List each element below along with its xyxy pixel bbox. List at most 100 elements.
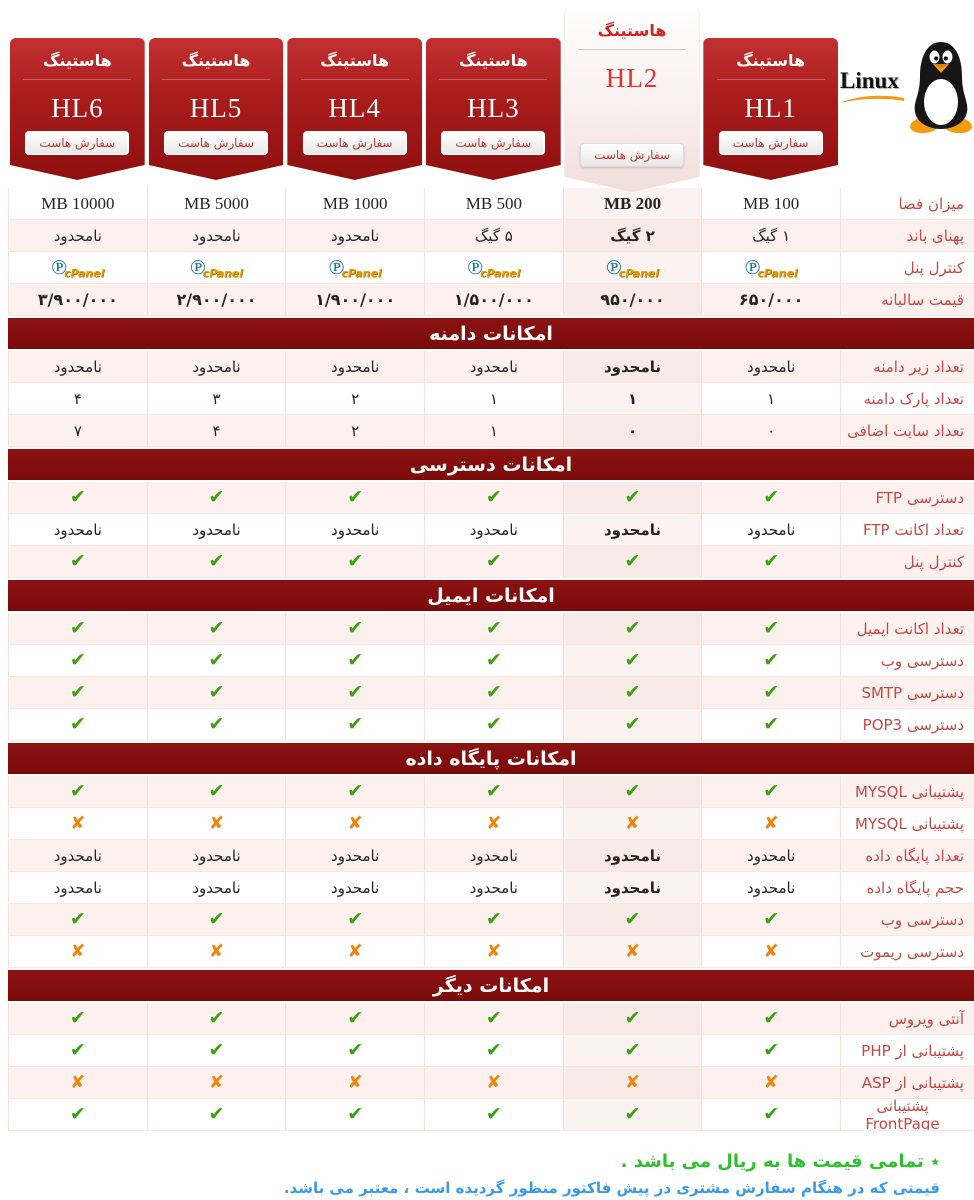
cell-text: ۳/۹۰۰/۰۰۰ [37, 290, 118, 309]
cell-text: ۲/۹۰۰/۰۰۰ [176, 290, 257, 309]
value-cell: ✔ [8, 776, 147, 807]
price-currency-note: ٭ تمامی قیمت ها به ریال می باشد . [620, 1151, 940, 1172]
cell-text: ۰ [767, 421, 776, 440]
order-host-button-hl1[interactable]: سفارش هاست [719, 131, 823, 155]
value-cell: ۹۵۰/۰۰۰ [562, 284, 702, 315]
cell-text: MB 200 [603, 193, 662, 213]
check-icon: ✔ [208, 713, 225, 735]
plan-column-hl6: هاستینگ HL6 سفارش هاست [8, 0, 147, 188]
value-cell: ✘ [8, 1067, 147, 1098]
value-cell: ۰ [701, 415, 840, 446]
check-icon: ✔ [69, 486, 86, 508]
check-icon: ✔ [69, 1007, 86, 1029]
row-label: پشتیبانی MYSQL [840, 808, 974, 839]
cpanel-logo: ℗ cPanel [745, 256, 798, 279]
order-host-button-hl2[interactable]: سفارش هاست [580, 143, 684, 167]
check-icon: ✔ [208, 649, 225, 671]
cell-text: MB 5000 [184, 193, 249, 213]
plan-column-hl5: هاستینگ HL5 سفارش هاست [147, 0, 286, 188]
check-icon: ✔ [485, 1007, 502, 1029]
row-label: کنترل پنل [840, 252, 974, 283]
section-header-3: امکانات ایمیل [8, 580, 974, 611]
value-cell: ℗ cPanel [285, 252, 424, 283]
row-label: حجم پایگاه داده [840, 872, 974, 903]
table-row: دسترسی POP3 ✔ ✔ ✔ ✔ ✔ ✔ [8, 709, 974, 741]
value-cell: ✔ [424, 776, 563, 807]
row-label: دسترسی وب [840, 645, 974, 676]
cell-text: نامحدود [331, 226, 380, 245]
value-cell: ✔ [562, 904, 702, 935]
order-host-button-hl5[interactable]: سفارش هاست [164, 131, 268, 155]
value-cell: MB 10000 [8, 188, 147, 219]
check-icon: ✔ [347, 1103, 364, 1125]
price-validity-note: قیمتی که در هنگام سفارش مشتری در پیش فاک… [283, 1179, 940, 1197]
value-cell: نامحدود [285, 872, 424, 903]
cross-icon: ✘ [763, 1071, 779, 1093]
table-row: حجم پایگاه داده نامحدود نامحدود نامحدود نامح… [8, 872, 974, 904]
row-label: قیمت سالیانه [840, 284, 974, 315]
cell-text: نامحدود [192, 878, 241, 897]
plan-divider [23, 79, 131, 80]
row-label: پشتیبانی از ASP [840, 1067, 974, 1098]
value-cell: نامحدود [285, 514, 424, 545]
table-row: آنتی ویروس ✔ ✔ ✔ ✔ ✔ ✔ [8, 1003, 974, 1035]
value-cell: ۱/۹۰۰/۰۰۰ [285, 284, 424, 315]
cell-text: ۱ [767, 389, 776, 408]
value-cell: ✘ [701, 1067, 840, 1098]
check-icon: ✔ [763, 1039, 780, 1061]
value-cell: ✘ [562, 808, 702, 839]
value-cell: ۲/۹۰۰/۰۰۰ [146, 284, 286, 315]
check-icon: ✔ [624, 780, 641, 802]
cpanel-circle-icon: ℗ [467, 254, 483, 279]
value-cell: ✘ [701, 936, 840, 967]
value-cell: ۱ [424, 383, 563, 414]
value-cell: ✔ [424, 1035, 563, 1066]
plan-ribbon-hl1: هاستینگ HL1 سفارش هاست [703, 38, 838, 180]
check-icon: ✔ [347, 713, 364, 735]
check-icon: ✔ [69, 780, 86, 802]
value-cell: ✔ [424, 709, 563, 740]
table-row: دسترسی ریموت ✘ ✘ ✘ ✘ ✘ ✘ [8, 936, 974, 968]
value-cell: نامحدود [424, 840, 563, 871]
value-cell: ✔ [146, 482, 286, 513]
section-header-1: امکانات دامنه [8, 318, 974, 349]
plan-name: HL1 [744, 93, 797, 123]
table-row: پشتیبانی از ASP ✘ ✘ ✘ ✘ ✘ ✘ [8, 1067, 974, 1099]
value-cell: ۵ گیگ [424, 220, 563, 251]
cell-text: MB 10000 [41, 193, 115, 213]
cell-text: نامحدود [469, 357, 518, 376]
value-cell: ✔ [562, 776, 702, 807]
cross-icon: ✘ [347, 812, 363, 834]
plan-hosting-label: هاستینگ [320, 51, 390, 70]
value-cell: نامحدود [146, 514, 286, 545]
row-label: پشتیبانی MYSQL [840, 776, 974, 807]
order-host-button-hl3[interactable]: سفارش هاست [441, 131, 545, 155]
value-cell: ✔ [146, 546, 286, 577]
value-cell: نامحدود [8, 872, 147, 903]
value-cell: ✔ [701, 613, 840, 644]
plan-divider [717, 79, 825, 80]
cell-text: نامحدود [331, 878, 380, 897]
value-cell: ۱ گیگ [701, 220, 840, 251]
check-icon: ✔ [763, 550, 780, 572]
cell-text: نامحدود [603, 357, 662, 376]
value-cell: ✔ [285, 1035, 424, 1066]
table-row: پشتیبانی MYSQL ✔ ✔ ✔ ✔ ✔ ✔ [8, 776, 974, 808]
check-icon: ✔ [208, 550, 225, 572]
cell-text: ۷ [73, 421, 82, 440]
value-cell: ✔ [146, 776, 286, 807]
check-icon: ✔ [347, 908, 364, 930]
value-cell: نامحدود [562, 351, 702, 382]
order-host-button-hl6[interactable]: سفارش هاست [25, 131, 129, 155]
cell-text: نامحدود [469, 520, 518, 539]
cpanel-wordmark: cPanel [480, 266, 521, 280]
value-cell: ۶۵۰/۰۰۰ [701, 284, 840, 315]
cell-text: نامحدود [747, 357, 796, 376]
value-cell: نامحدود [701, 351, 840, 382]
cpanel-wordmark: cPanel [202, 266, 244, 280]
row-label: پشتیبانی FrontPage [840, 1099, 974, 1130]
check-icon: ✔ [347, 486, 364, 508]
order-host-button-hl4[interactable]: سفارش هاست [303, 131, 407, 155]
value-cell: ✔ [701, 904, 840, 935]
plan-hosting-label: هاستینگ [42, 51, 112, 70]
